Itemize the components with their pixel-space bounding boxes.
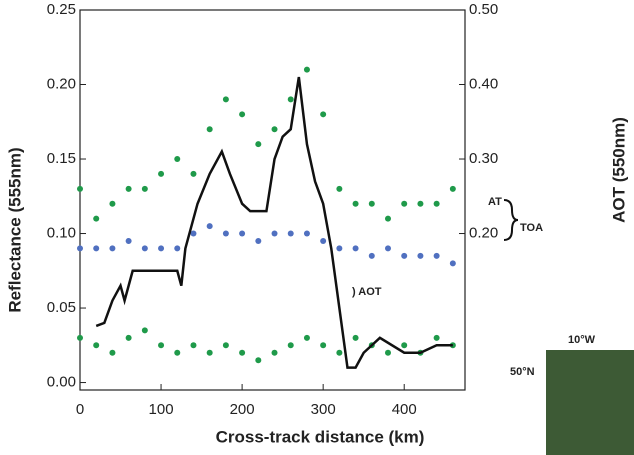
point	[368, 252, 375, 259]
point	[77, 245, 83, 252]
point	[174, 245, 181, 252]
point	[141, 327, 148, 334]
point	[385, 349, 391, 356]
y2-tick-label: 0.50	[469, 1, 498, 18]
point	[239, 230, 246, 237]
point	[125, 237, 132, 244]
point	[433, 200, 440, 207]
point	[239, 111, 246, 118]
point	[287, 342, 294, 349]
point	[303, 66, 310, 73]
y-tick-label: 0.00	[47, 374, 76, 391]
point	[255, 237, 262, 244]
point	[401, 342, 408, 349]
point	[336, 349, 343, 356]
point	[190, 170, 197, 177]
point	[433, 252, 440, 259]
inset-map	[546, 350, 634, 455]
point	[109, 245, 116, 252]
point	[385, 245, 391, 252]
y-tick-label: 0.15	[47, 150, 76, 167]
y-axis-label: Reflectance (555nm)	[5, 147, 24, 312]
annotation: AT	[488, 196, 502, 208]
point	[141, 185, 148, 192]
x-tick-label: 100	[149, 401, 174, 418]
x-tick-label: 400	[392, 401, 417, 418]
point	[401, 252, 408, 259]
annotation: ) AOT	[352, 286, 382, 298]
point	[417, 252, 424, 259]
point	[239, 349, 246, 356]
point	[336, 185, 343, 192]
point	[352, 334, 359, 341]
point	[158, 170, 165, 177]
plot-frame	[79, 9, 466, 391]
point	[222, 230, 229, 237]
x-axis-label: Cross-track distance (km)	[216, 427, 425, 446]
point	[336, 245, 343, 252]
point	[385, 215, 391, 222]
point	[77, 185, 83, 192]
y-tick-label: 0.20	[47, 75, 76, 92]
annotation: TOA	[520, 222, 543, 234]
point	[320, 237, 327, 244]
point	[141, 245, 148, 252]
point	[368, 200, 375, 207]
point	[125, 185, 132, 192]
point	[222, 96, 229, 103]
point	[174, 349, 181, 356]
point	[77, 334, 83, 341]
point	[158, 245, 165, 252]
point	[206, 223, 213, 230]
point	[303, 334, 310, 341]
point	[352, 245, 359, 252]
point	[158, 342, 165, 349]
brace	[503, 199, 519, 241]
annotation: 50°N	[510, 366, 535, 378]
point	[93, 215, 100, 222]
point	[125, 334, 132, 341]
point	[352, 200, 359, 207]
point	[93, 342, 100, 349]
y2-axis-label: AOT (550nm)	[609, 117, 628, 223]
point	[320, 111, 327, 118]
point	[271, 230, 278, 237]
point	[271, 126, 278, 133]
point	[174, 156, 181, 163]
point	[206, 349, 213, 356]
point	[401, 200, 408, 207]
y-tick-label: 0.25	[47, 1, 76, 18]
point	[190, 342, 197, 349]
y2-tick-label: 0.30	[469, 150, 498, 167]
point	[433, 334, 440, 341]
point	[287, 230, 294, 237]
y2-tick-label: 0.20	[469, 224, 498, 241]
point	[449, 260, 456, 267]
point	[303, 230, 310, 237]
point	[255, 357, 262, 364]
point	[93, 245, 100, 252]
point	[287, 96, 294, 103]
y-tick-label: 0.10	[47, 224, 76, 241]
point	[255, 141, 262, 148]
x-tick-label: 200	[230, 401, 255, 418]
y2-tick-label: 0.40	[469, 75, 498, 92]
point	[109, 200, 116, 207]
aot-line	[95, 76, 453, 369]
y-tick-label: 0.05	[47, 299, 76, 316]
annotation: 10°W	[568, 334, 596, 346]
point	[449, 185, 456, 192]
point	[222, 342, 229, 349]
point	[109, 349, 116, 356]
point	[271, 349, 278, 356]
point	[190, 230, 197, 237]
point	[206, 126, 213, 133]
x-tick-label: 300	[311, 401, 336, 418]
point	[320, 342, 327, 349]
x-tick-label: 0	[76, 401, 84, 418]
point	[417, 200, 424, 207]
